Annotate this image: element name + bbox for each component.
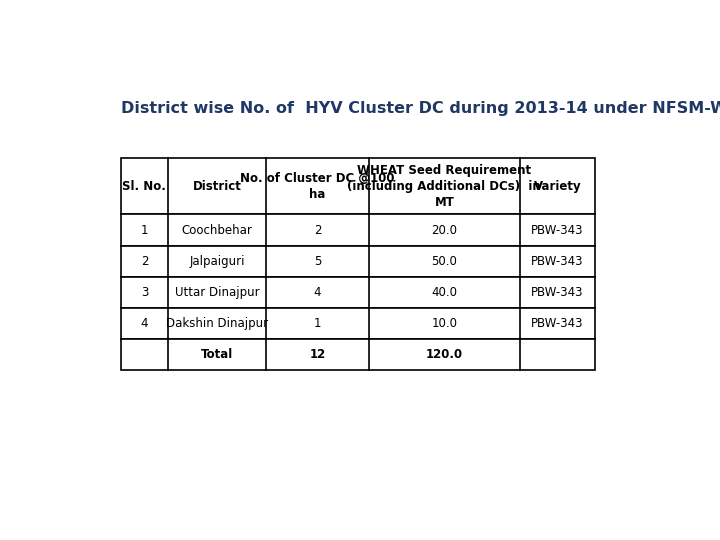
Text: Uttar Dinajpur: Uttar Dinajpur bbox=[175, 286, 259, 299]
Text: 1: 1 bbox=[140, 224, 148, 237]
Text: 20.0: 20.0 bbox=[431, 224, 457, 237]
Bar bbox=[121, 214, 595, 246]
Bar bbox=[121, 277, 595, 308]
Text: PBW-343: PBW-343 bbox=[531, 317, 584, 330]
Bar bbox=[121, 246, 595, 277]
Text: 120.0: 120.0 bbox=[426, 348, 463, 361]
Text: PBW-343: PBW-343 bbox=[531, 224, 584, 237]
Text: Dakshin Dinajpur: Dakshin Dinajpur bbox=[166, 317, 268, 330]
Text: Jalpaiguri: Jalpaiguri bbox=[189, 255, 245, 268]
Text: Variety: Variety bbox=[534, 180, 581, 193]
Text: 50.0: 50.0 bbox=[431, 255, 457, 268]
Text: 4: 4 bbox=[314, 286, 321, 299]
Bar bbox=[121, 339, 595, 370]
Text: 4: 4 bbox=[140, 317, 148, 330]
Bar bbox=[121, 158, 595, 214]
Text: 2: 2 bbox=[140, 255, 148, 268]
Text: 5: 5 bbox=[314, 255, 321, 268]
Text: 1: 1 bbox=[314, 317, 321, 330]
Text: PBW-343: PBW-343 bbox=[531, 286, 584, 299]
Text: Coochbehar: Coochbehar bbox=[181, 224, 253, 237]
Text: No. of Cluster DC @100
ha: No. of Cluster DC @100 ha bbox=[240, 172, 395, 201]
Text: WHEAT Seed Requirement
(including Additional DCs)  in
MT: WHEAT Seed Requirement (including Additi… bbox=[348, 164, 541, 209]
Text: District: District bbox=[192, 180, 241, 193]
Text: 40.0: 40.0 bbox=[431, 286, 457, 299]
Text: 3: 3 bbox=[140, 286, 148, 299]
Text: 12: 12 bbox=[310, 348, 325, 361]
Text: District wise No. of  HYV Cluster DC during 2013-14 under NFSM-Wheat: District wise No. of HYV Cluster DC duri… bbox=[121, 101, 720, 116]
Text: 10.0: 10.0 bbox=[431, 317, 457, 330]
Text: Total: Total bbox=[201, 348, 233, 361]
Text: Sl. No.: Sl. No. bbox=[122, 180, 166, 193]
Text: 2: 2 bbox=[314, 224, 321, 237]
Bar bbox=[121, 308, 595, 339]
Text: PBW-343: PBW-343 bbox=[531, 255, 584, 268]
